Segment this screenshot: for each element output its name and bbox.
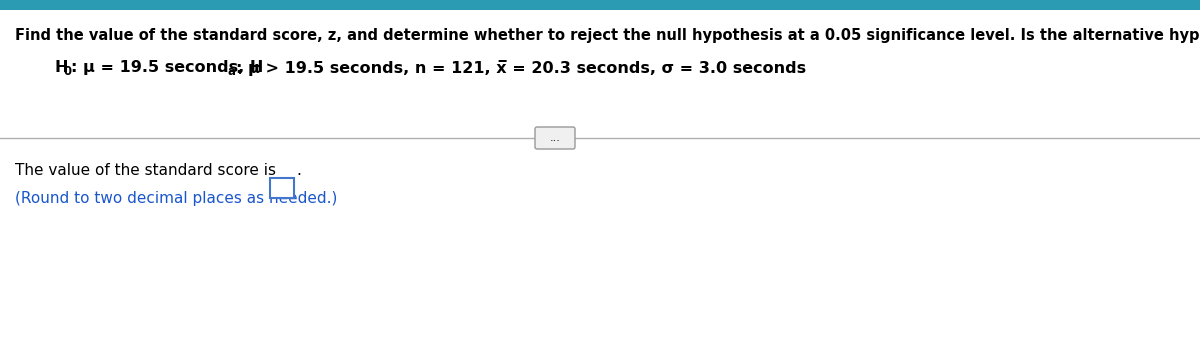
Text: : μ = 19.5 seconds, H: : μ = 19.5 seconds, H	[71, 60, 263, 75]
Text: ...: ...	[550, 133, 560, 143]
Text: The value of the standard score is: The value of the standard score is	[14, 163, 276, 178]
Text: Find the value of the standard score, z, and determine whether to reject the nul: Find the value of the standard score, z,…	[14, 28, 1200, 43]
Text: 0: 0	[64, 65, 72, 78]
Text: (Round to two decimal places as needed.): (Round to two decimal places as needed.)	[14, 191, 337, 206]
FancyBboxPatch shape	[270, 178, 294, 198]
Text: H: H	[55, 60, 68, 75]
Text: a: a	[228, 65, 236, 78]
Text: .: .	[296, 163, 301, 178]
Text: : μ > 19.5 seconds, n = 121, x̅ = 20.3 seconds, σ = 3.0 seconds: : μ > 19.5 seconds, n = 121, x̅ = 20.3 s…	[236, 60, 806, 76]
FancyBboxPatch shape	[0, 0, 1200, 10]
FancyBboxPatch shape	[535, 127, 575, 149]
